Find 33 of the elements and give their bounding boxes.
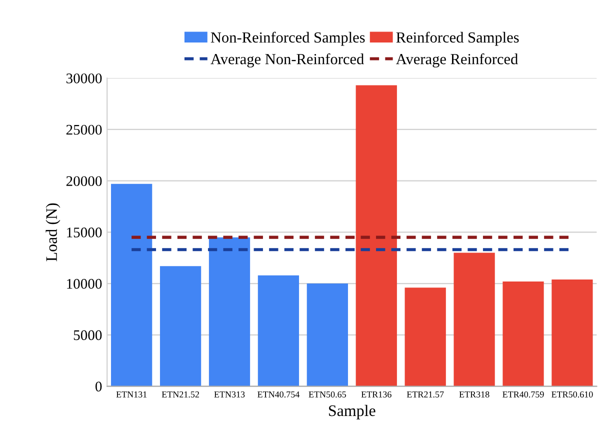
x-tick-label: ETR318: [459, 391, 490, 398]
x-tick-label: ETR21.57: [406, 391, 444, 398]
y-tick-label: 30000: [66, 73, 102, 84]
legend-label: Average Non-Reinforced: [210, 53, 364, 68]
bar: [208, 237, 250, 386]
y-tick-label: 5000: [74, 330, 102, 340]
y-tick-label: 10000: [67, 278, 102, 289]
x-tick-label: ETN40.754: [258, 391, 300, 398]
bar: [111, 184, 152, 386]
x-tick-label: ETR136: [361, 391, 392, 398]
y-tick-label: 20000: [66, 176, 102, 186]
bar: [258, 275, 300, 386]
bar: [552, 279, 593, 386]
bar: [356, 85, 397, 386]
x-tick-label: ETR50.610: [552, 391, 593, 398]
x-tick-label: ETN313: [214, 391, 245, 398]
legend-label: Reinforced Samples: [396, 32, 519, 46]
bar: [404, 288, 446, 386]
x-axis-title: Sample: [329, 404, 376, 420]
bar: [454, 252, 495, 386]
legend-label: Average Reinforced: [396, 53, 518, 68]
y-tick-label: 0: [96, 382, 102, 392]
x-tick-label: ETN50.65: [308, 391, 346, 398]
y-tick-label: 25000: [66, 124, 102, 135]
bar: [160, 266, 202, 386]
x-tick-label: ETN21.52: [162, 391, 199, 398]
bar: [306, 284, 348, 386]
x-tick-label: ETR40.759: [502, 391, 544, 398]
bar: [502, 281, 544, 386]
y-tick-label: 15000: [67, 228, 102, 238]
x-tick-label: ETN131: [116, 391, 147, 398]
y-axis-title: Load (N): [46, 203, 60, 262]
legend-label: Non-Reinforced Samples: [210, 32, 365, 46]
